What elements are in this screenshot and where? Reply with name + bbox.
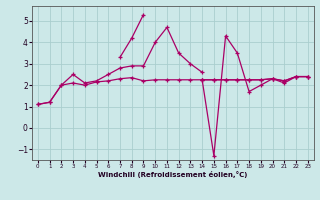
X-axis label: Windchill (Refroidissement éolien,°C): Windchill (Refroidissement éolien,°C): [98, 171, 247, 178]
